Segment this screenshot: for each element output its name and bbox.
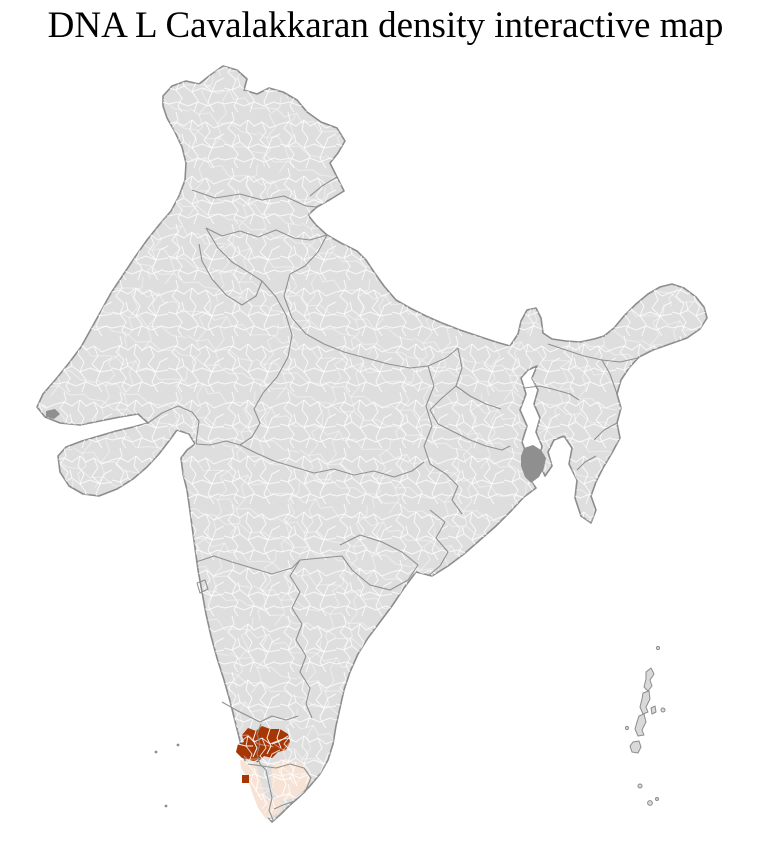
island xyxy=(647,800,653,806)
high-density-district-small[interactable] xyxy=(242,775,249,783)
island-dot xyxy=(176,743,180,747)
island xyxy=(655,797,659,801)
island xyxy=(629,740,642,754)
island xyxy=(634,713,647,737)
island xyxy=(660,707,666,713)
island-dot xyxy=(154,750,158,754)
page-title: DNA L Cavalakkaran density interactive m… xyxy=(47,5,724,46)
island-dots-west[interactable] xyxy=(154,743,180,808)
island xyxy=(650,705,657,715)
island xyxy=(637,783,643,789)
island xyxy=(624,725,630,731)
island xyxy=(639,690,651,715)
island-dot xyxy=(164,804,168,808)
island xyxy=(643,667,655,692)
low-density-districts[interactable] xyxy=(240,759,310,819)
india-mainland[interactable] xyxy=(36,65,708,823)
island-chain-east[interactable] xyxy=(624,645,666,806)
island xyxy=(655,645,661,651)
